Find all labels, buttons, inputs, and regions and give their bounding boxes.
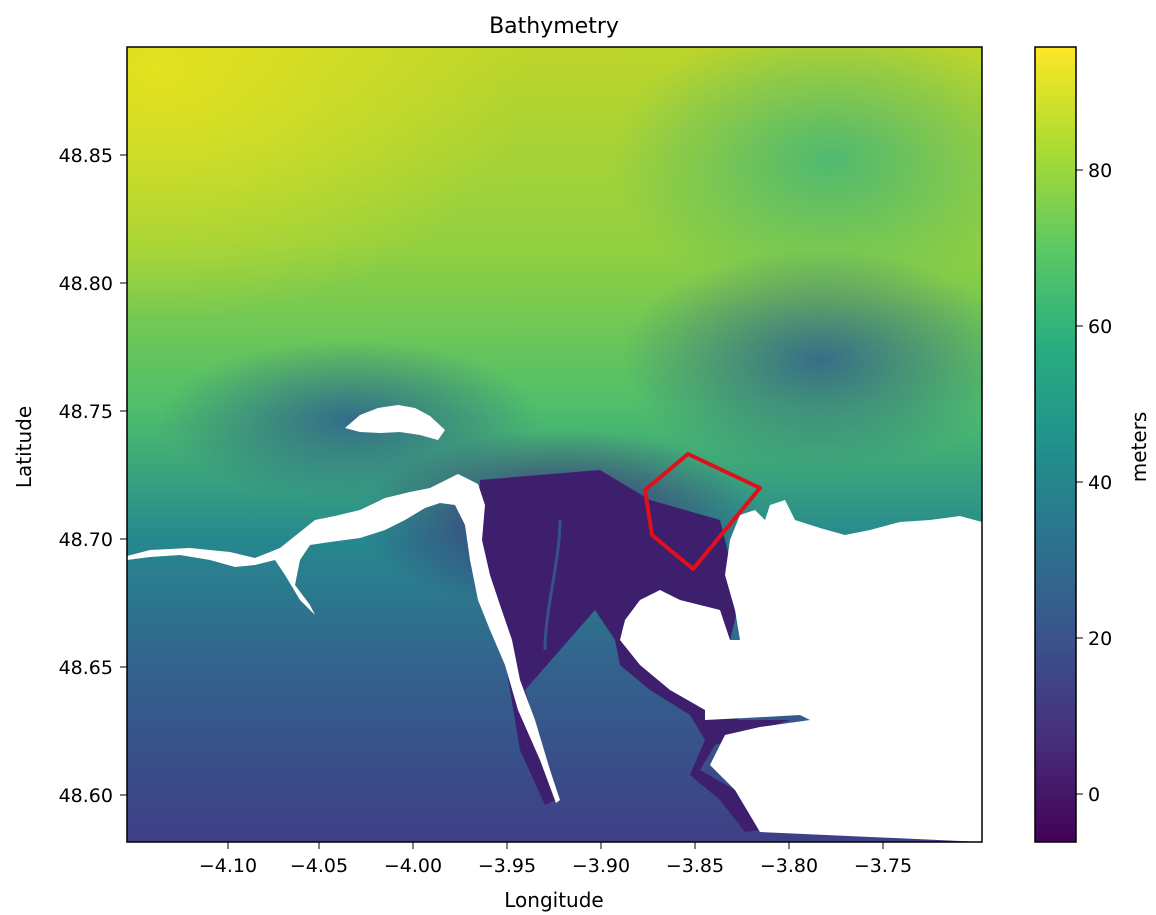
x-tick-label: −3.95	[478, 855, 536, 877]
x-tick-label: −3.75	[854, 855, 912, 877]
y-tick-3: 48.70	[59, 529, 127, 551]
y-axis: 48.85 48.80 48.75 48.70 48.65 48.60	[59, 145, 127, 807]
y-tick-label: 48.70	[59, 529, 113, 551]
cbar-tick-40: 40	[1076, 472, 1112, 494]
cbar-tick-0: 0	[1076, 784, 1100, 806]
cbar-tick-60: 60	[1076, 316, 1112, 338]
y-tick-label: 48.75	[59, 401, 113, 423]
x-tick-label: −4.05	[290, 855, 348, 877]
y-tick-label: 48.60	[59, 785, 113, 807]
x-tick-6: −3.80	[760, 842, 818, 877]
y-axis-label: Latitude	[12, 406, 36, 488]
colorbar-tick-label: 0	[1088, 784, 1100, 806]
x-tick-0: −4.10	[199, 842, 257, 877]
x-axis: −4.10 −4.05 −4.00 −3.95 −3.90 −3.85 −3.8…	[199, 842, 912, 877]
y-tick-label: 48.85	[59, 145, 113, 167]
ne-green-zone	[610, 47, 982, 300]
x-tick-label: −3.80	[760, 855, 818, 877]
colorbar-tick-label: 40	[1088, 472, 1112, 494]
x-tick-label: −3.85	[666, 855, 724, 877]
y-tick-1: 48.80	[59, 273, 127, 295]
y-tick-5: 48.60	[59, 785, 127, 807]
y-tick-label: 48.65	[59, 657, 113, 679]
x-axis-label: Longitude	[504, 888, 603, 912]
west-island-land	[345, 405, 445, 440]
x-tick-7: −3.75	[854, 842, 912, 877]
colorbar: 80 60 40 20 0 meters	[1034, 46, 1151, 843]
bathymetry-map	[127, 47, 982, 842]
y-tick-label: 48.80	[59, 273, 113, 295]
x-tick-5: −3.85	[666, 842, 724, 877]
x-tick-3: −3.95	[478, 842, 536, 877]
y-tick-0: 48.85	[59, 145, 127, 167]
x-tick-2: −4.00	[384, 842, 442, 877]
main-river-channel	[543, 519, 562, 651]
y-tick-2: 48.75	[59, 401, 127, 423]
colorbar-gradient	[1034, 46, 1077, 843]
x-tick-label: −4.00	[384, 855, 442, 877]
study-area-outline	[643, 452, 762, 571]
x-tick-4: −3.90	[572, 842, 630, 877]
cbar-tick-20: 20	[1076, 628, 1112, 650]
colorbar-tick-label: 20	[1088, 628, 1112, 650]
colorbar-tick-label: 80	[1088, 160, 1112, 182]
colorbar-label: meters	[1127, 412, 1151, 483]
y-tick-4: 48.65	[59, 657, 127, 679]
map-axes-frame	[126, 46, 983, 843]
x-tick-1: −4.05	[290, 842, 348, 877]
east-deep-zone	[620, 250, 982, 470]
x-tick-label: −3.90	[572, 855, 630, 877]
land-mass	[127, 474, 982, 842]
x-tick-label: −4.10	[199, 855, 257, 877]
colorbar-tick-label: 60	[1088, 316, 1112, 338]
chart-title: Bathymetry	[489, 14, 619, 39]
cbar-tick-80: 80	[1076, 160, 1112, 182]
